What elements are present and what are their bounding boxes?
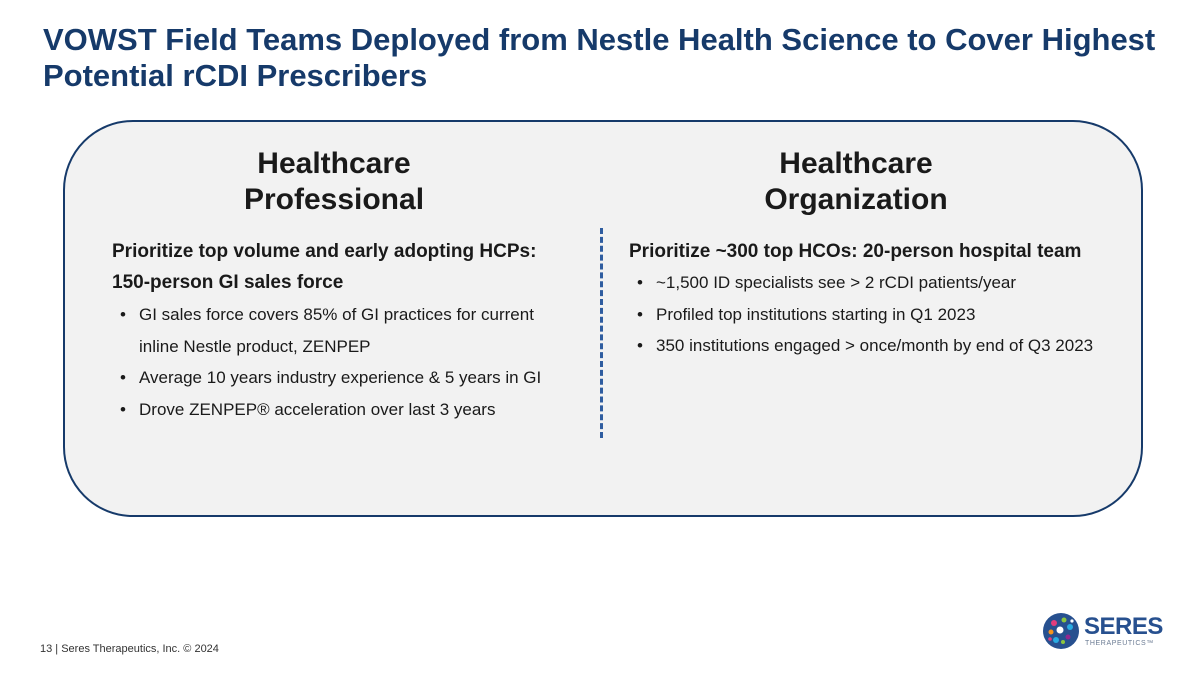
hco-bullet-item: 350 institutions engaged > once/month by… [629, 330, 1149, 362]
hcp-bullet-list: GI sales force covers 85% of GI practice… [112, 299, 572, 425]
hcp-heading-line-2: Professional [243, 183, 425, 216]
hco-bullet-list: ~1,500 ID specialists see > 2 rCDI patie… [629, 267, 1149, 362]
hcp-heading: Healthcare Professional [184, 146, 484, 218]
slide-title: VOWST Field Teams Deployed from Nestle H… [43, 22, 1163, 94]
hco-bullet-item: Profiled top institutions starting in Q1… [629, 299, 1149, 331]
slide-title-line-1: VOWST Field Teams Deployed from Nestle H… [43, 22, 1156, 57]
hco-heading: Healthcare Organization [706, 146, 1006, 218]
hcp-lead-line-2: 150-person GI sales force [112, 272, 344, 293]
slide-title-line-2: Potential rCDI Prescribers [43, 58, 428, 93]
logo-subtext: THERAPEUTICS™ [1085, 640, 1154, 647]
hco-heading-line-2: Organization [764, 183, 948, 216]
column-divider [600, 228, 603, 438]
hco-bullet-item: ~1,500 ID specialists see > 2 rCDI patie… [629, 267, 1149, 299]
hcp-bullet-item: GI sales force covers 85% of GI practice… [112, 299, 572, 362]
hcp-lead: Prioritize top volume and early adopting… [112, 236, 582, 298]
hcp-bullet-item: Average 10 years industry experience & 5… [112, 362, 572, 394]
footer-text: 13 | Seres Therapeutics, Inc. © 2024 [40, 643, 219, 655]
hco-heading-line-1: Healthcare [779, 147, 933, 180]
hco-lead: Prioritize ~300 top HCOs: 20-person hosp… [629, 241, 1082, 262]
logo-wordmark: SERES [1084, 613, 1163, 640]
hcp-lead-line-1: Prioritize top volume and early adopting… [112, 241, 537, 262]
seres-logo: SERES THERAPEUTICS™ [1042, 610, 1163, 654]
hcp-bullet-item: Drove ZENPEP® acceleration over last 3 y… [112, 394, 572, 426]
seres-logo-icon [1043, 613, 1079, 649]
hcp-heading-line-1: Healthcare [257, 147, 411, 180]
